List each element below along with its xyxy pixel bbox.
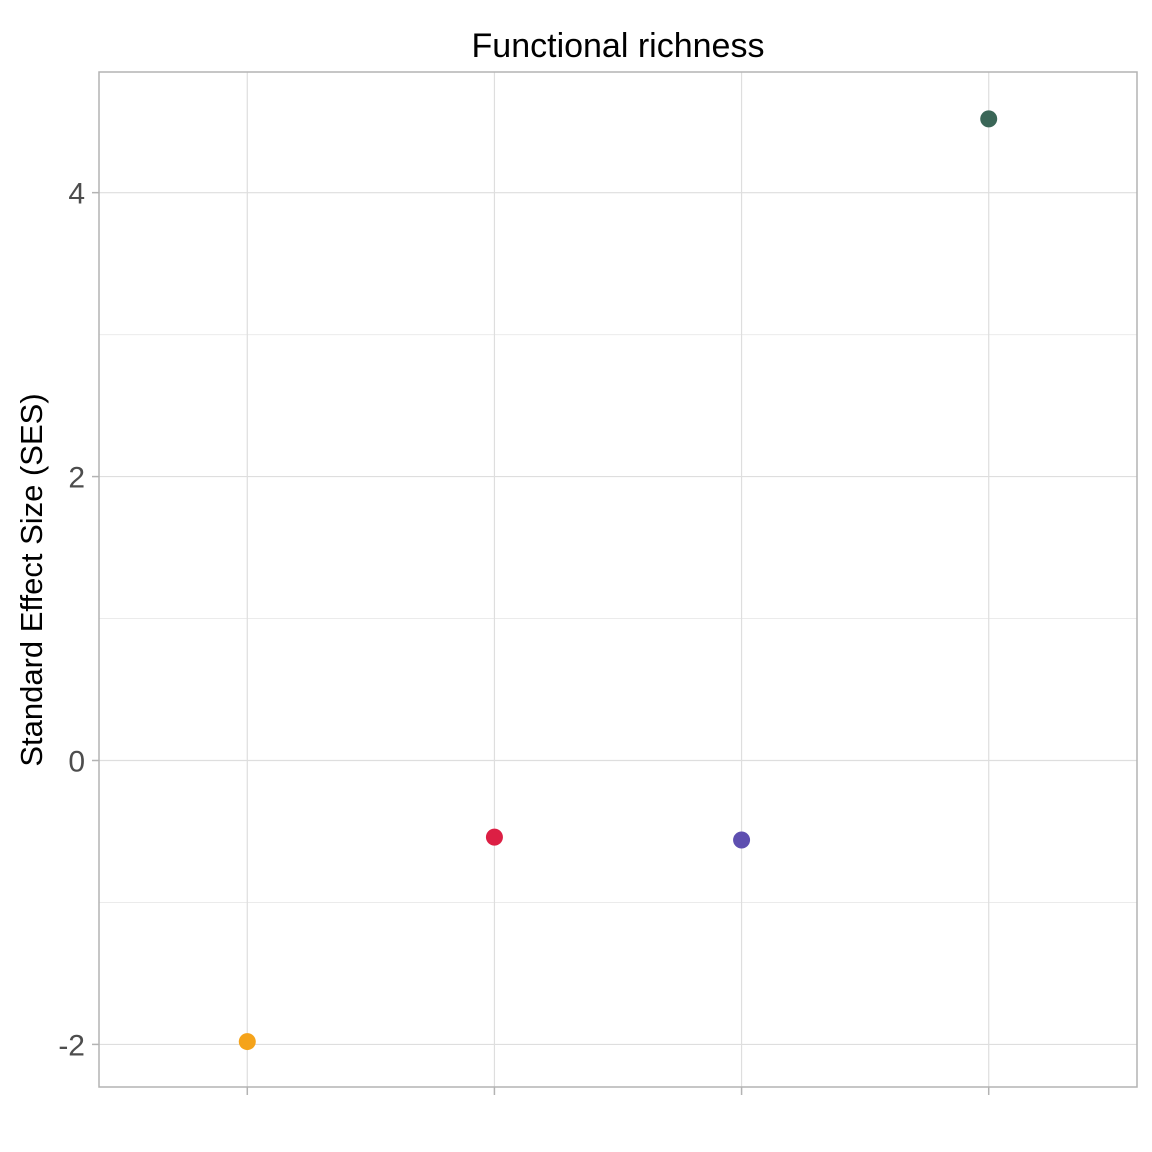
y-tick-label: 0 xyxy=(68,745,85,778)
data-points xyxy=(238,110,998,1051)
y-axis-label: Standard Effect Size (SES) xyxy=(14,393,49,766)
y-tick-label: -2 xyxy=(58,1029,85,1062)
y-tick-label: 4 xyxy=(68,178,85,211)
data-point xyxy=(238,1033,256,1051)
data-point xyxy=(980,110,998,128)
data-point xyxy=(733,831,751,849)
y-tick-label: 2 xyxy=(68,462,85,495)
plot-border xyxy=(98,71,1138,1088)
data-point xyxy=(485,828,503,846)
grid xyxy=(99,72,1137,1087)
axis-ticks: -2 0 2 4 xyxy=(58,178,990,1095)
chart-title: Functional richness xyxy=(472,27,765,65)
plot-panel xyxy=(99,72,1137,1087)
